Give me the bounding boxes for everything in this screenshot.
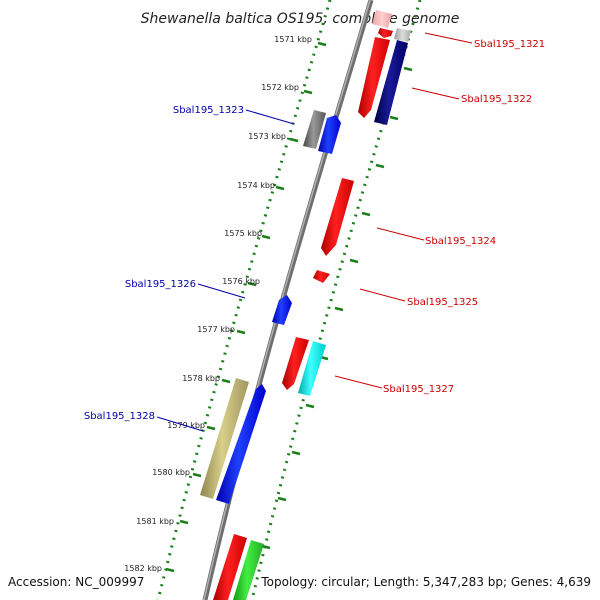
kbp-label: 1573 kbp — [248, 132, 286, 141]
leader-line-1324 — [376, 227, 425, 241]
leader-line-1325 — [359, 288, 406, 302]
kbp-label: 1578 kbp — [182, 374, 220, 383]
kbp-tick — [192, 472, 202, 478]
gene-1327-cyan-glyph[interactable] — [298, 341, 326, 396]
kbp-tick — [221, 378, 231, 384]
kbp-label: 1581 kbp — [136, 517, 174, 526]
leader-line-1321 — [424, 32, 473, 44]
gene-bottom-green-glyph[interactable] — [233, 540, 264, 600]
kbp-label: 1580 kbp — [152, 468, 190, 477]
leader-line-1323 — [245, 109, 295, 125]
gene-1325-glyph[interactable] — [313, 270, 330, 283]
kbp-scale: 1571 kbp 1572 kbp 1573 kbp 1574 kbp 1575… — [124, 35, 327, 573]
gene-1321-pink-glyph[interactable] — [372, 10, 392, 28]
gene-1328-blue-glyph[interactable] — [216, 384, 266, 504]
kbp-tick — [206, 425, 216, 431]
kbp-tick — [179, 519, 189, 525]
kbp-label: 1571 kbp — [274, 35, 312, 44]
gene-label-1327[interactable]: Sbal195_1327 — [383, 384, 454, 395]
kbp-tick — [289, 137, 299, 143]
kbp-tick — [247, 281, 257, 287]
gene-label-1322[interactable]: Sbal195_1322 — [461, 94, 532, 105]
gene-1321-glyph[interactable] — [378, 28, 393, 38]
gene-1326-glyph[interactable] — [272, 295, 292, 325]
right-minor-ticks — [261, 66, 413, 550]
gene-label-1323[interactable]: Sbal195_1323 — [173, 105, 244, 116]
gene-1328-khaki-glyph[interactable] — [200, 378, 249, 499]
kbp-label: 1574 kbp — [237, 181, 275, 190]
leader-line-1326 — [197, 283, 246, 299]
kbp-tick — [303, 89, 313, 95]
gene-label-1324[interactable]: Sbal195_1324 — [425, 236, 496, 247]
kbp-tick — [317, 41, 327, 47]
gene-label-1325[interactable]: Sbal195_1325 — [407, 297, 478, 308]
kbp-tick — [236, 329, 246, 335]
kbp-label: 1575 kbp — [224, 229, 262, 238]
accession-text: Accession: NC_009997 — [8, 575, 144, 589]
gene-1322-red-glyph[interactable] — [358, 37, 390, 118]
gene-label-1326[interactable]: Sbal195_1326 — [125, 279, 196, 290]
gene-1321-gray-glyph[interactable] — [394, 28, 411, 42]
gene-label-1328[interactable]: Sbal195_1328 — [84, 411, 155, 422]
gene-1322-navy-glyph[interactable] — [374, 40, 408, 125]
leader-line-1328 — [156, 416, 204, 432]
right-tick-track — [250, 0, 422, 600]
kbp-label: 1576 kbp — [222, 277, 260, 286]
gene-1323-gray-glyph[interactable] — [303, 110, 326, 149]
kbp-tick — [165, 567, 175, 573]
kbp-tick — [261, 234, 271, 240]
gene-label-1321[interactable]: Sbal195_1321 — [474, 39, 545, 50]
kbp-label: 1582 kbp — [124, 564, 162, 573]
kbp-label: 1577 kbp — [197, 325, 235, 334]
kbp-label: 1572 kbp — [261, 83, 299, 92]
gene-1327-red-glyph[interactable] — [282, 337, 309, 390]
gene-bottom-red-glyph[interactable] — [213, 534, 247, 600]
gene-1324-glyph[interactable] — [321, 178, 354, 256]
diagram-title: Shewanella baltica OS195, complete genom… — [141, 11, 460, 27]
leader-line-1322 — [411, 87, 460, 100]
gene-1323-blue-glyph[interactable] — [318, 115, 341, 154]
leader-line-1327 — [334, 375, 383, 389]
kbp-tick — [275, 185, 285, 191]
left-tick-track — [156, 0, 332, 600]
genome-summary-text: Topology: circular; Length: 5,347,283 bp… — [260, 575, 591, 589]
